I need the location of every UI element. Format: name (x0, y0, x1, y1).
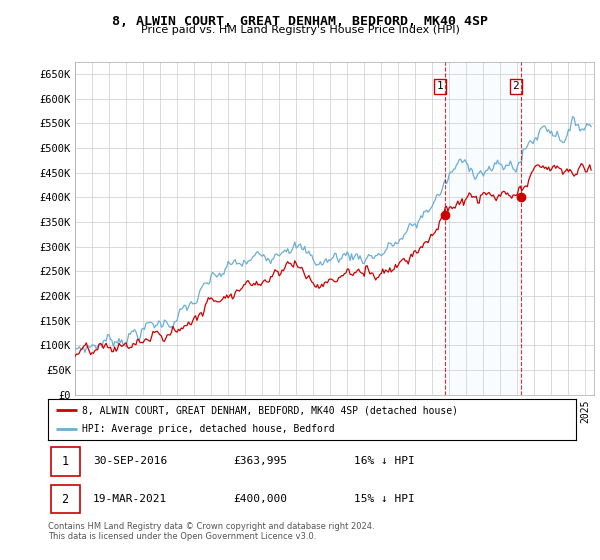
Bar (445, 62, 521, 395)
Text: 19-MAR-2021: 19-MAR-2021 (93, 494, 167, 504)
Text: HPI: Average price, detached house, Bedford: HPI: Average price, detached house, Bedf… (82, 424, 335, 433)
Text: 8, ALWIN COURT, GREAT DENHAM, BEDFORD, MK40 4SP: 8, ALWIN COURT, GREAT DENHAM, BEDFORD, M… (112, 15, 488, 27)
Text: Price paid vs. HM Land Registry's House Price Index (HPI): Price paid vs. HM Land Registry's House … (140, 25, 460, 35)
Text: 2: 2 (62, 493, 69, 506)
Text: 16% ↓ HPI: 16% ↓ HPI (354, 456, 415, 466)
Text: Contains HM Land Registry data © Crown copyright and database right 2024.
This d: Contains HM Land Registry data © Crown c… (48, 522, 374, 542)
Text: £400,000: £400,000 (233, 494, 287, 504)
FancyBboxPatch shape (50, 447, 80, 475)
Text: £363,995: £363,995 (233, 456, 287, 466)
Text: 2: 2 (512, 81, 519, 91)
FancyBboxPatch shape (50, 485, 80, 514)
Text: 8, ALWIN COURT, GREAT DENHAM, BEDFORD, MK40 4SP (detached house): 8, ALWIN COURT, GREAT DENHAM, BEDFORD, M… (82, 405, 458, 415)
Text: 30-SEP-2016: 30-SEP-2016 (93, 456, 167, 466)
Text: 1: 1 (62, 455, 69, 468)
Text: 1: 1 (437, 81, 443, 91)
Text: 15% ↓ HPI: 15% ↓ HPI (354, 494, 415, 504)
